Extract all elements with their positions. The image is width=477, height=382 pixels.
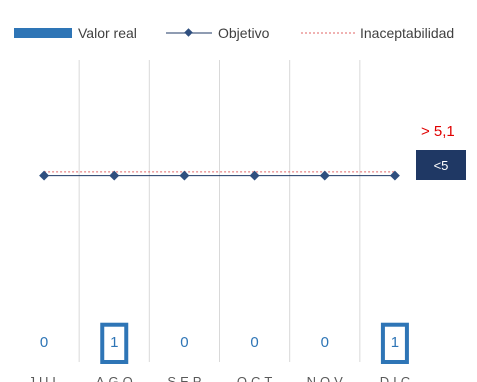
- legend: Valor real Objetivo Inaceptabilidad: [14, 25, 454, 41]
- x-tick-label: SEP: [167, 374, 205, 382]
- data-label: 1: [391, 334, 399, 351]
- x-axis-labels: JUL AGO SEP OCT NOV DIC: [29, 374, 414, 382]
- objective-point: [179, 170, 190, 181]
- legend-label-objective: Objetivo: [218, 25, 270, 41]
- target-annotation-label: <5: [434, 158, 449, 173]
- gridlines: [78, 60, 361, 362]
- legend-swatch-bar: [14, 28, 72, 38]
- bars: [100, 322, 409, 365]
- objective-point: [319, 170, 330, 181]
- bar: [380, 322, 409, 365]
- data-labels: 0 1 0 0 0 1: [40, 334, 399, 351]
- target-annotation-box: [416, 150, 466, 180]
- legend-label-unacceptable: Inaceptabilidad: [360, 25, 454, 41]
- data-label: 0: [180, 334, 188, 351]
- data-label: 0: [250, 334, 258, 351]
- bar: [100, 322, 129, 365]
- series-lines: [39, 170, 400, 181]
- objective-point: [39, 170, 50, 181]
- x-tick-label: OCT: [237, 374, 276, 382]
- x-tick-label: DIC: [380, 374, 414, 382]
- data-label: 0: [40, 334, 48, 351]
- legend-swatch-objective-marker: [184, 28, 193, 37]
- data-label: 0: [321, 334, 329, 351]
- threshold-annotation: > 5,1: [421, 123, 455, 140]
- legend-label-bar: Valor real: [78, 25, 137, 41]
- objective-point: [389, 170, 400, 181]
- objective-point: [249, 170, 260, 181]
- x-tick-label: AGO: [96, 374, 137, 382]
- data-label: 1: [110, 334, 118, 351]
- objective-point: [109, 170, 120, 181]
- x-tick-label: NOV: [307, 374, 347, 382]
- x-tick-label: JUL: [29, 374, 64, 382]
